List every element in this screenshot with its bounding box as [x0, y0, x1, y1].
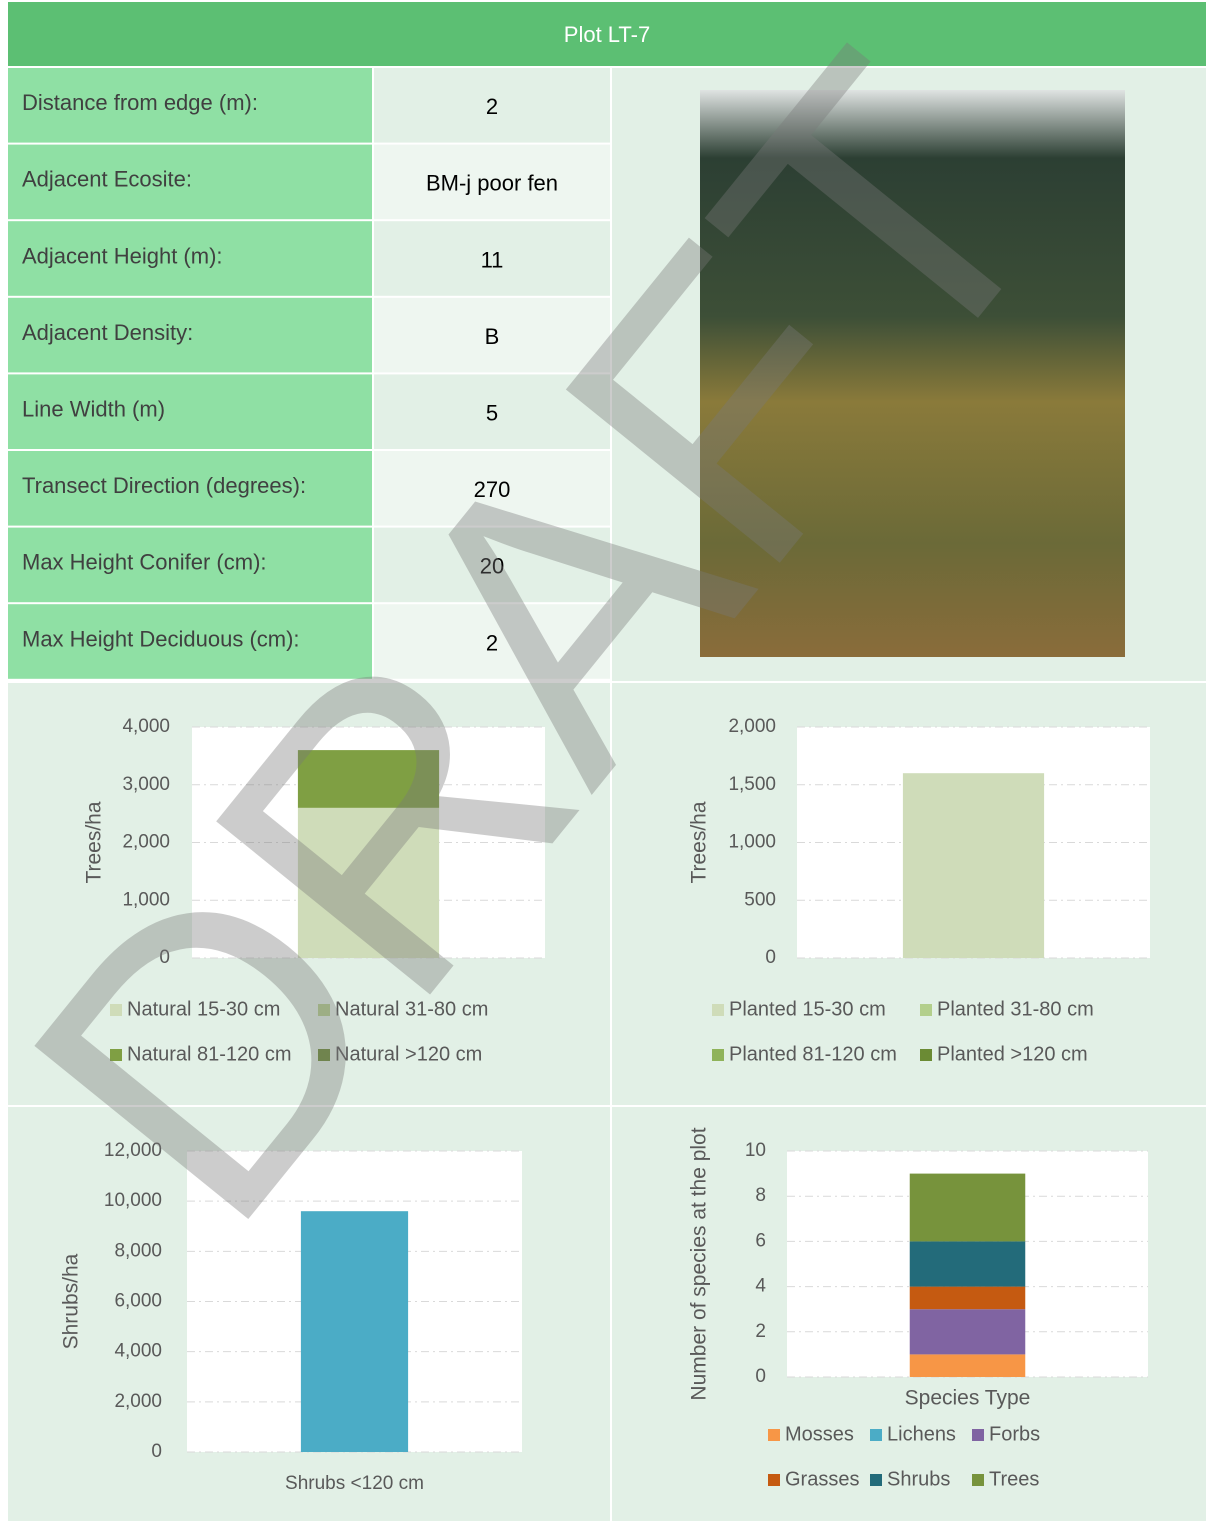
legend-label: Planted >120 cm [937, 1043, 1088, 1065]
label-text: Line Width (m) [22, 397, 165, 422]
bar-segment [910, 1174, 1026, 1242]
value-text: 11 [481, 247, 504, 272]
legend-label: Mosses [785, 1423, 854, 1445]
legend-label: Trees [989, 1468, 1039, 1490]
legend-label: Planted 31-80 cm [937, 998, 1094, 1020]
legend-swatch [870, 1429, 882, 1441]
y-tick-label: 6 [755, 1230, 766, 1251]
bar-segment [910, 1309, 1026, 1354]
y-tick-label: 4,000 [122, 716, 170, 737]
y-axis-label: Number of species at the plot [688, 1127, 711, 1400]
y-axis-label: Shrubs/ha [60, 1253, 83, 1349]
legend-swatch [972, 1474, 984, 1486]
y-tick-label: 2,000 [114, 1391, 162, 1412]
bar-segment [910, 1241, 1026, 1286]
bar-segment [910, 1354, 1026, 1377]
bar-segment [910, 1287, 1026, 1310]
y-tick-label: 8,000 [114, 1240, 162, 1261]
legend-swatch [870, 1474, 882, 1486]
legend-label: Planted 81-120 cm [729, 1043, 897, 1065]
legend-label: Forbs [989, 1423, 1040, 1445]
legend-swatch [972, 1429, 984, 1441]
legend-swatch [920, 1049, 932, 1061]
legend-label: Planted 15-30 cm [729, 998, 886, 1020]
y-tick-label: 500 [744, 889, 776, 910]
y-tick-label: 4 [755, 1276, 766, 1297]
y-tick-label: 0 [755, 1366, 766, 1387]
x-axis-label: Species Type [905, 1387, 1031, 1410]
label-text: Max Height Conifer (cm): [22, 550, 267, 575]
y-tick-label: 1,000 [728, 832, 776, 853]
legend-swatch [712, 1049, 724, 1061]
page: Plot LT-7 Distance from edge (m): 2 Adjace… [0, 0, 1206, 1521]
y-tick-label: 8 [755, 1185, 766, 1206]
legend-label: Grasses [785, 1468, 859, 1490]
bar-segment [903, 773, 1044, 958]
label-text: Distance from edge (m): [22, 90, 258, 115]
y-tick-label: 0 [765, 947, 776, 968]
y-tick-label: 6,000 [114, 1291, 162, 1312]
label-text: Adjacent Height (m): [22, 243, 223, 268]
y-tick-label: 10 [745, 1140, 766, 1161]
x-tick-label: Shrubs <120 cm [285, 1473, 424, 1494]
legend-label: Lichens [887, 1423, 956, 1445]
header-title: Plot LT-7 [564, 22, 650, 47]
y-axis-label: Trees/ha [688, 801, 711, 883]
legend-swatch [712, 1004, 724, 1016]
label-text: Adjacent Density: [22, 320, 193, 345]
legend-swatch [768, 1429, 780, 1441]
y-tick-label: 4,000 [114, 1341, 162, 1362]
value-text: 2 [486, 94, 498, 119]
legend-swatch [920, 1004, 932, 1016]
value-text: BM-j poor fen [426, 171, 558, 196]
legend-swatch [768, 1474, 780, 1486]
y-tick-label: 0 [151, 1441, 162, 1462]
label-text: Transect Direction (degrees): [22, 473, 306, 498]
y-tick-label: 10,000 [104, 1190, 162, 1211]
label-text: Adjacent Ecosite: [22, 167, 192, 192]
legend-label: Shrubs [887, 1468, 950, 1490]
y-tick-label: 2 [755, 1321, 766, 1342]
y-tick-label: 1,500 [728, 774, 776, 795]
